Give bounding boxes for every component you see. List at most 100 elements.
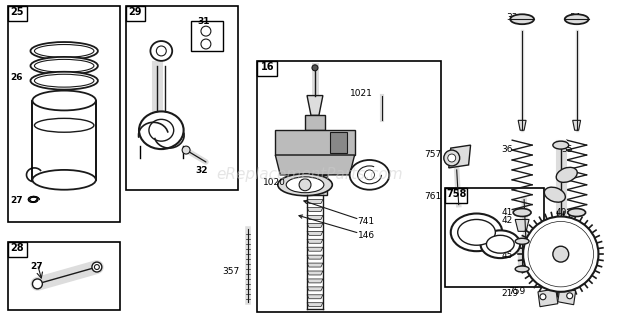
Ellipse shape bbox=[510, 14, 534, 24]
Text: 758: 758 bbox=[447, 189, 467, 199]
Polygon shape bbox=[307, 223, 323, 227]
Text: 36: 36 bbox=[502, 145, 513, 154]
Ellipse shape bbox=[139, 111, 184, 149]
Ellipse shape bbox=[30, 72, 98, 90]
Ellipse shape bbox=[458, 219, 495, 245]
Polygon shape bbox=[307, 303, 323, 307]
Ellipse shape bbox=[515, 238, 529, 244]
Ellipse shape bbox=[278, 174, 332, 196]
Bar bbox=[445, 188, 544, 287]
Ellipse shape bbox=[149, 119, 174, 141]
Circle shape bbox=[312, 65, 318, 71]
Ellipse shape bbox=[553, 141, 569, 149]
Ellipse shape bbox=[570, 266, 583, 272]
Circle shape bbox=[553, 246, 569, 262]
Text: 28: 28 bbox=[11, 243, 24, 253]
Polygon shape bbox=[515, 219, 529, 231]
Polygon shape bbox=[307, 295, 323, 299]
Text: 27: 27 bbox=[11, 196, 24, 205]
Circle shape bbox=[299, 179, 311, 191]
Ellipse shape bbox=[556, 167, 577, 182]
Circle shape bbox=[528, 222, 593, 287]
Circle shape bbox=[448, 154, 456, 162]
Polygon shape bbox=[307, 216, 323, 219]
Ellipse shape bbox=[544, 187, 565, 202]
Text: 34: 34 bbox=[570, 13, 581, 22]
Ellipse shape bbox=[35, 59, 94, 72]
Bar bbox=[191, 21, 223, 51]
Polygon shape bbox=[307, 271, 323, 275]
Text: 46: 46 bbox=[502, 244, 513, 253]
Text: eReplacementParts.com: eReplacementParts.com bbox=[216, 167, 404, 182]
Bar bbox=[257, 61, 441, 312]
Polygon shape bbox=[538, 289, 558, 307]
Ellipse shape bbox=[35, 44, 94, 57]
Ellipse shape bbox=[156, 46, 166, 56]
Text: 25: 25 bbox=[11, 7, 24, 17]
Polygon shape bbox=[307, 208, 323, 211]
Text: 33: 33 bbox=[507, 13, 518, 22]
Circle shape bbox=[182, 146, 190, 154]
Polygon shape bbox=[275, 155, 355, 175]
Ellipse shape bbox=[32, 170, 96, 190]
Text: 761: 761 bbox=[424, 192, 441, 201]
Ellipse shape bbox=[515, 266, 529, 272]
Ellipse shape bbox=[286, 177, 324, 193]
Bar bbox=[7, 242, 120, 310]
Ellipse shape bbox=[30, 42, 98, 60]
Polygon shape bbox=[307, 263, 323, 267]
Circle shape bbox=[444, 150, 459, 166]
Text: 35: 35 bbox=[562, 145, 574, 154]
Text: 1020: 1020 bbox=[264, 178, 286, 187]
Circle shape bbox=[94, 265, 99, 269]
Polygon shape bbox=[307, 279, 323, 283]
Circle shape bbox=[540, 294, 546, 300]
Polygon shape bbox=[307, 247, 323, 251]
Polygon shape bbox=[307, 255, 323, 259]
Text: 357: 357 bbox=[223, 267, 240, 276]
Bar bbox=[445, 188, 467, 203]
Polygon shape bbox=[307, 287, 323, 291]
Ellipse shape bbox=[358, 166, 381, 184]
Text: 45: 45 bbox=[502, 251, 513, 260]
Circle shape bbox=[201, 26, 211, 36]
Bar bbox=[7, 6, 27, 21]
Text: 759: 759 bbox=[508, 287, 526, 296]
Text: 31: 31 bbox=[197, 17, 210, 26]
Polygon shape bbox=[307, 95, 323, 115]
Text: 42: 42 bbox=[502, 217, 513, 225]
Ellipse shape bbox=[570, 238, 583, 244]
Ellipse shape bbox=[480, 230, 520, 258]
Polygon shape bbox=[449, 145, 471, 168]
Bar bbox=[126, 6, 146, 21]
Circle shape bbox=[92, 262, 102, 272]
Ellipse shape bbox=[513, 209, 531, 217]
Text: 219: 219 bbox=[502, 289, 518, 298]
Text: 741: 741 bbox=[358, 217, 374, 226]
Polygon shape bbox=[307, 239, 323, 243]
Text: 41: 41 bbox=[502, 208, 513, 217]
Circle shape bbox=[567, 293, 573, 299]
Ellipse shape bbox=[30, 57, 98, 75]
Text: 26: 26 bbox=[11, 73, 23, 82]
Circle shape bbox=[523, 217, 598, 292]
Bar bbox=[7, 6, 120, 223]
Ellipse shape bbox=[35, 118, 94, 132]
Ellipse shape bbox=[568, 209, 585, 217]
Ellipse shape bbox=[151, 41, 172, 61]
Polygon shape bbox=[305, 115, 325, 130]
Text: 45: 45 bbox=[564, 251, 575, 260]
Bar bbox=[126, 6, 237, 190]
Circle shape bbox=[201, 39, 211, 49]
Ellipse shape bbox=[487, 235, 514, 253]
Text: 32: 32 bbox=[195, 166, 208, 175]
Text: 27: 27 bbox=[30, 262, 43, 271]
Text: 40: 40 bbox=[556, 208, 567, 217]
Text: 16: 16 bbox=[260, 62, 274, 72]
Polygon shape bbox=[330, 132, 347, 153]
Ellipse shape bbox=[451, 214, 502, 251]
Polygon shape bbox=[307, 200, 323, 204]
Bar bbox=[7, 242, 27, 257]
Circle shape bbox=[32, 279, 42, 289]
Polygon shape bbox=[307, 231, 323, 235]
